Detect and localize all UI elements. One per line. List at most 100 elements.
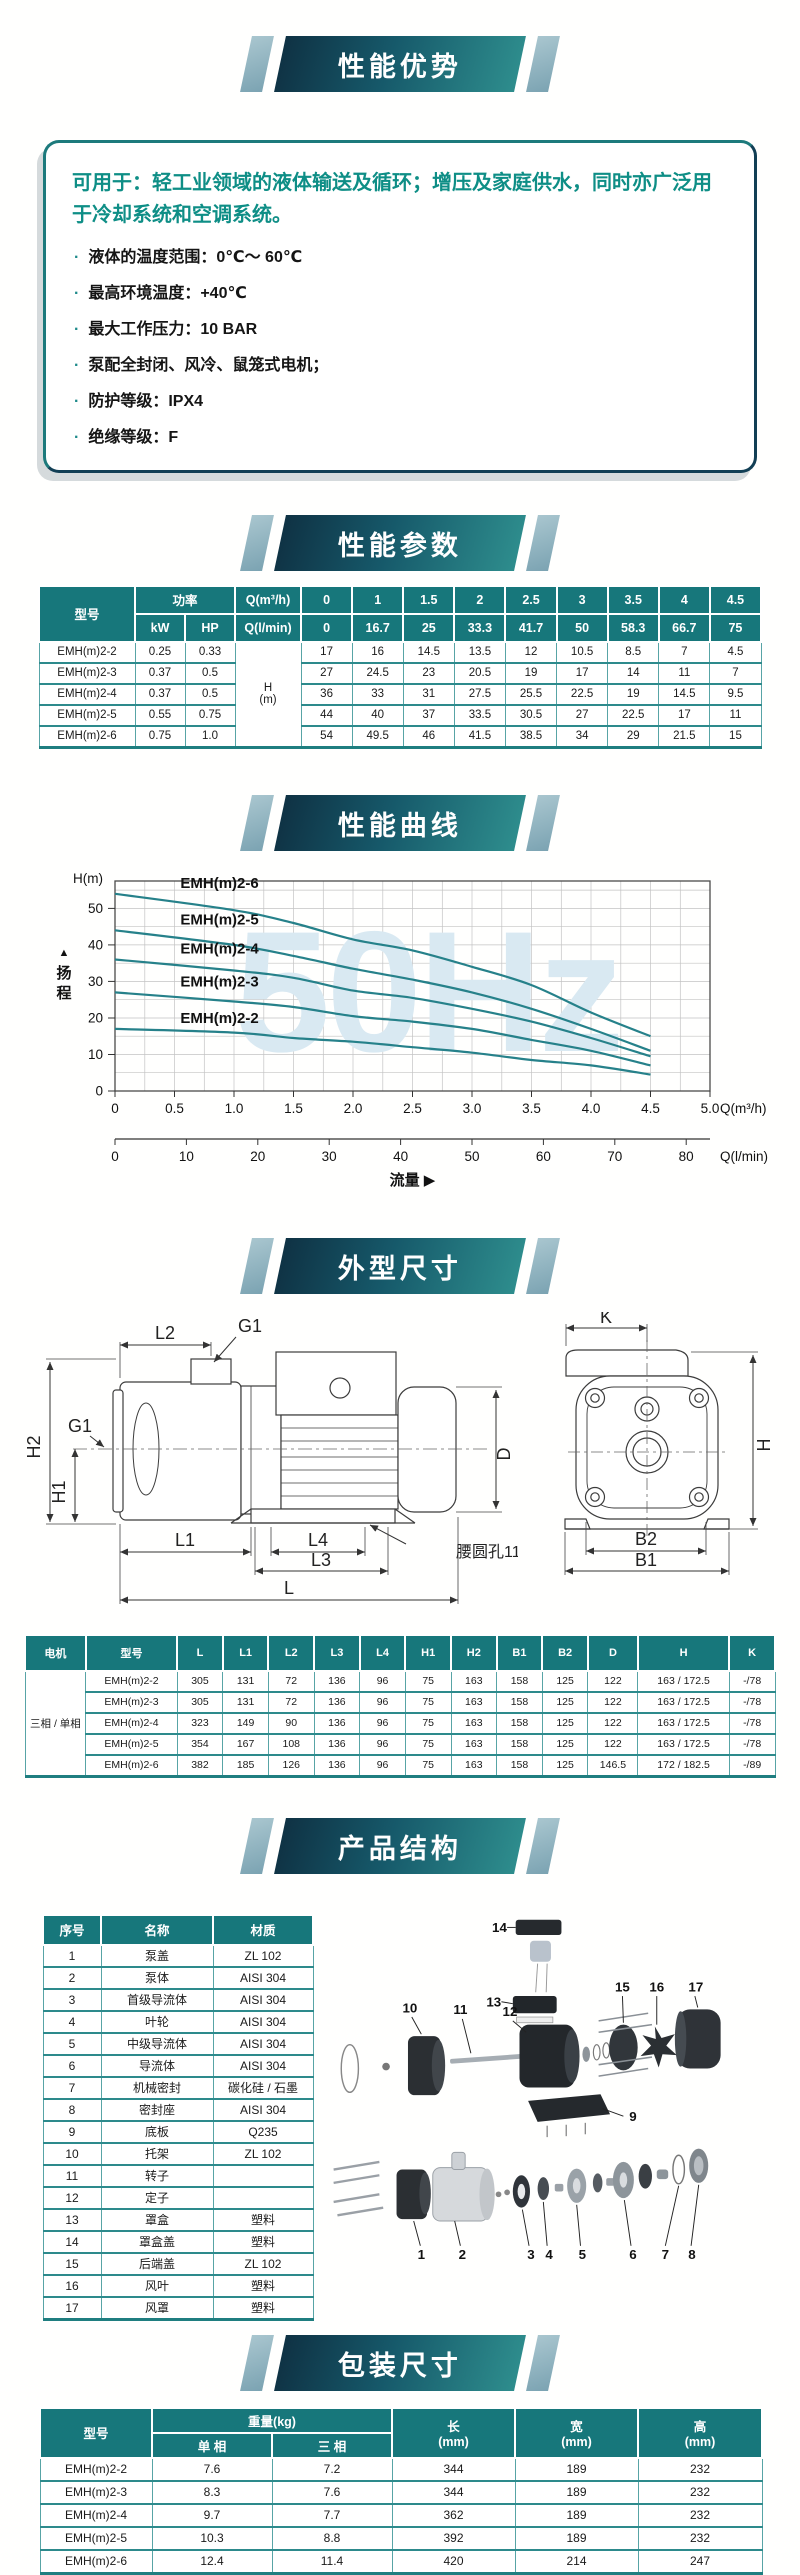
head-cell: 17 [556,661,609,685]
dim-label: H2 [24,1435,44,1458]
curve-label: EMH(m)2-2 [180,1010,258,1027]
flow-value-m3h: 4.5 [708,584,763,615]
part-number-cell: 6 [42,2053,102,2078]
model-cell: EMH(m)2-2 [38,640,136,664]
callout-number: 1 [418,2247,426,2262]
curve-EMH(m)2-6 [114,892,651,1038]
col-model: 型号 [39,2406,153,2459]
section-advantages: 性能优势 可用于：轻工业领域的液体输送及循环；增压及家庭供水，同时亦广泛用于冷却… [0,36,800,473]
svg-text:30: 30 [322,1149,337,1164]
part-row: 2 泵体 AISI 304 [42,1965,314,1990]
head-cell: 27 [300,661,353,685]
pack-value-cell: 7.6 [271,2479,393,2505]
part-name-cell: 叶轮 [100,2009,214,2034]
pack-value-cell: 12.4 [151,2548,273,2575]
kw-cell: 0.37 [134,682,186,706]
dim-value-cell: 75 [404,1753,452,1778]
pack-value-cell: 11.4 [271,2548,393,2575]
head-cell: 14 [607,661,660,685]
dim-value-cell: -/78 [728,1690,776,1714]
svg-text:1.5: 1.5 [284,1101,303,1116]
pack-value-cell: 7.2 [271,2456,393,2482]
dim-label: D [494,1447,514,1460]
pack-value-cell: 392 [391,2525,516,2551]
head-cell: 33 [351,682,404,706]
dim-value-cell: 136 [313,1753,361,1778]
flow-value-m3h: 3.5 [606,584,660,615]
flow-value-lmin: 41.7 [504,612,558,643]
banner-decor-left [240,794,274,851]
pack-value-cell: 189 [514,2502,639,2528]
part-material-cell: AISI 304 [212,1987,314,2012]
dim-value-cell: 167 [222,1732,269,1756]
banner-structure: 产品结构 [0,1817,800,1874]
feature-item-text: 最大工作压力：10 BAR [88,320,258,338]
banner-title: 性能曲线 [338,810,462,841]
dim-value-cell: 158 [496,1690,543,1714]
callout-number: 6 [629,2247,636,2262]
model-cell: EMH(m)2-2 [39,2456,153,2482]
dim-label: K [599,1312,611,1327]
part-name-cell: 密封座 [100,2097,214,2122]
part-material-cell: AISI 304 [212,2031,314,2056]
dim-value-cell: 136 [313,1690,361,1714]
kw-cell: 0.37 [134,661,186,685]
banner-title: 性能优势 [338,51,462,82]
pack-value-cell: 10.3 [151,2525,273,2551]
banner-decor-right [526,36,560,92]
dim-value-cell: 136 [313,1711,361,1735]
dims-header: L4 [358,1633,407,1672]
pump-side-view-drawing: L2 G1 H2 G1 H1 L1 L4 L3 L D 腰圆孔11x18 [24,1316,518,1604]
head-unit-cell: H (m) [234,640,302,749]
part-row: 14 罩盒盖 塑料 [42,2229,314,2254]
dim-value-cell: 96 [359,1732,406,1756]
flow-value-lmin: 16.7 [351,612,405,643]
head-cell: 44 [300,703,353,727]
dim-label: H [754,1438,774,1451]
banner-decor-right [526,794,560,851]
svg-text:40: 40 [88,937,103,952]
motor-type-cell: 三相 / 单相 [24,1669,87,1778]
part-material-cell [212,2185,314,2210]
part-material-cell: 塑料 [212,2295,314,2321]
hp-cell: 1.0 [184,724,236,749]
head-cell: 15 [709,724,762,749]
flow-value-m3h: 0 [300,584,354,615]
model-cell: EMH(m)2-5 [85,1732,178,1756]
feature-box: 可用于：轻工业领域的液体输送及循环；增压及家庭供水，同时亦广泛用于冷却系统和空调… [43,140,757,473]
feature-item: · 防护等级：IPX4 [72,392,728,412]
part-name-cell: 泵体 [100,1965,214,1990]
banner-dimensions: 外型尺寸 [0,1237,800,1294]
callout-number: 12 [503,2004,518,2019]
feature-item: · 最高环境温度：+40℃ [72,284,728,304]
feature-list: · 液体的温度范围：0℃～ 60℃ · 最高环境温度：+40℃ · 最大工作压力：10 B… [72,248,728,448]
flow-value-lmin: 66.7 [657,612,711,643]
dim-value-cell: -/78 [728,1732,776,1756]
dim-value-cell: 305 [176,1669,224,1693]
dim-value-cell: -/78 [728,1711,776,1735]
dimensions-table: 电机 型号 L L1 L2 L3 L4 H1 H2 B1 B2 D H K 三相 / 单相 EMH(m)2-2… [24,1633,776,1778]
part-row: 3 首级导流体 AISI 304 [42,1987,314,2012]
dim-label: L [283,1578,293,1598]
dims-header: K [728,1633,776,1672]
curve-EMH(m)2-5 [114,928,651,1052]
flow-value-m3h: 1 [351,584,405,615]
part-name-cell: 罩盒盖 [100,2229,214,2254]
y-axis-unit: H(m) [73,871,103,886]
callout-number: 3 [527,2247,534,2262]
head-cell: 14.5 [658,682,711,706]
svg-text:40: 40 [393,1149,408,1164]
dim-value-cell: 163 / 172.5 [637,1732,730,1756]
feature-item: · 泵配全封闭、风冷、鼠笼式电机； [72,356,728,376]
section-parameters: 性能参数 型号 功率 Q(m³/h) 0 1 1.5 2 2.5 3 3.5 4 4.5 kW HP Q(l… [0,514,800,749]
part-row: 10 托架 ZL 102 [42,2141,314,2166]
kw-cell: 0.75 [134,724,186,749]
callout-number: 7 [662,2247,669,2262]
dims-row: EMH(m)2-4 323 149 90 136 96 75 163 158 125 122 163 … [25,1711,776,1735]
head-cell: 46 [402,724,455,749]
model-cell: EMH(m)2-3 [39,2479,153,2505]
struct-header: 材质 [212,1913,314,1946]
svg-text:0: 0 [111,1101,119,1116]
flow-value-m3h: 2.5 [504,584,558,615]
part-material-cell: ZL 102 [212,2251,314,2276]
